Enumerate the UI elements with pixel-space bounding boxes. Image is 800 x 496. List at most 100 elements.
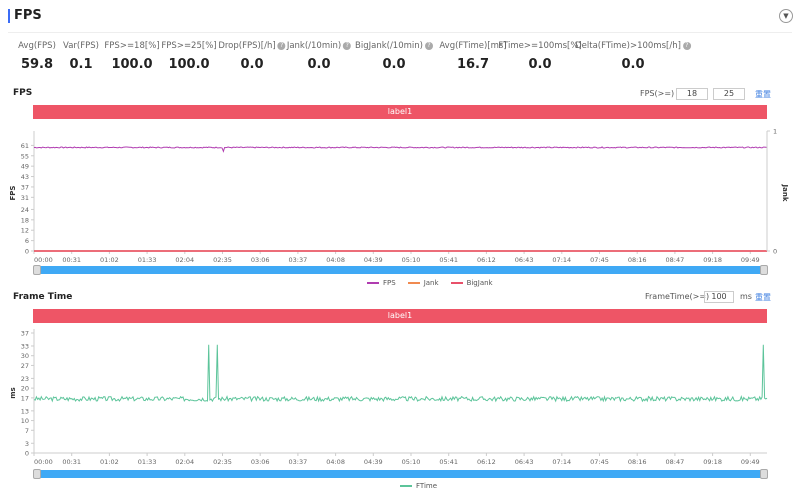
- x-tick-label: 06:12: [477, 256, 496, 264]
- y-tick-label: 27: [21, 362, 29, 370]
- help-icon[interactable]: ?: [682, 42, 691, 50]
- stat-7: Avg(FTime)[ms] 16.7: [439, 41, 506, 72]
- y-tick-label: 3: [25, 440, 29, 448]
- x-tick-label: 03:06: [251, 458, 270, 466]
- x-tick-label: 08:16: [628, 458, 647, 466]
- y-tick-label: 55: [21, 152, 29, 160]
- stat-9: Delta(FTime)>100ms[/h]? 0.0: [575, 41, 691, 72]
- y-tick-label: 6: [25, 237, 29, 245]
- help-icon[interactable]: ?: [424, 42, 433, 50]
- x-tick-label: 09:18: [703, 458, 722, 466]
- x-tick-label: 03:37: [289, 458, 308, 466]
- x-tick-label: 05:41: [439, 458, 458, 466]
- slider-handle-left[interactable]: [33, 469, 41, 479]
- y-tick-label: 43: [21, 173, 29, 181]
- y-tick-label: 61: [21, 142, 29, 150]
- slider-handle-right[interactable]: [760, 265, 768, 275]
- stat-label: Avg(FPS): [18, 41, 56, 51]
- fps-filter-label: FPS(>=): [640, 89, 675, 98]
- y-tick-label: 17: [21, 394, 29, 402]
- x-tick-label: 00:00: [34, 256, 53, 264]
- x-tick-label: 05:41: [439, 256, 458, 264]
- y-tick-label: 0: [25, 248, 29, 256]
- x-tick-label: 02:35: [213, 256, 232, 264]
- legend-ftime[interactable]: FTime: [400, 482, 437, 490]
- y-tick-label: 20: [21, 385, 29, 393]
- stat-2: FPS>=18[%] 100.0: [104, 41, 159, 72]
- ftime-swatch-icon: [400, 485, 412, 487]
- legend-jank[interactable]: Jank: [407, 279, 439, 287]
- x-tick-label: 06:43: [515, 256, 534, 264]
- x-tick-label: 01:02: [100, 458, 119, 466]
- legend-bigjank[interactable]: BigJank: [450, 279, 493, 287]
- stat-value: 0.0: [621, 57, 645, 72]
- y2-tick-label: 1: [773, 128, 777, 136]
- x-tick-label: 06:12: [477, 458, 496, 466]
- x-tick-label: 01:02: [100, 256, 119, 264]
- x-tick-label: 09:49: [741, 458, 760, 466]
- legend-fps[interactable]: FPS: [367, 279, 396, 287]
- jank-swatch-icon: [407, 282, 420, 284]
- stat-value: 0.0: [382, 57, 406, 72]
- frametime-legend: FTime: [400, 482, 437, 490]
- x-tick-label: 08:16: [628, 256, 647, 264]
- stat-label: Delta(FTime)>100ms[/h]?: [575, 41, 691, 51]
- x-tick-label: 05:10: [402, 256, 421, 264]
- page-title: FPS: [14, 8, 42, 23]
- stat-label: FTime>=100ms[%]: [498, 41, 582, 51]
- x-tick-label: 02:35: [213, 458, 232, 466]
- x-tick-label: 04:39: [364, 458, 383, 466]
- stat-label: Jank(/10min)?: [287, 41, 352, 51]
- fps-swatch-icon: [367, 282, 379, 284]
- stat-value: 0.0: [240, 57, 264, 72]
- frametime-reset-button[interactable]: 重置: [755, 293, 771, 302]
- help-icon[interactable]: ?: [343, 42, 352, 50]
- stat-label: Var(FPS): [63, 41, 99, 51]
- y-tick-label: 30: [21, 352, 29, 360]
- y-tick-label: 24: [21, 206, 29, 214]
- x-tick-label: 03:37: [289, 256, 308, 264]
- x-tick-label: 05:10: [402, 458, 421, 466]
- stat-0: Avg(FPS) 59.8: [18, 41, 56, 72]
- stat-8: FTime>=100ms[%] 0.0: [498, 41, 581, 72]
- x-tick-label: 02:04: [175, 458, 194, 466]
- help-icon[interactable]: ?: [277, 42, 286, 50]
- slider-handle-left[interactable]: [33, 265, 41, 275]
- y-tick-label: 37: [21, 183, 29, 191]
- x-tick-label: 08:47: [666, 458, 685, 466]
- x-tick-label: 01:33: [138, 458, 157, 466]
- series-ftime-line: [33, 344, 768, 403]
- x-tick-label: 00:00: [34, 458, 53, 466]
- frametime-threshold-input[interactable]: 100: [704, 291, 734, 303]
- stat-1: Var(FPS) 0.1: [63, 41, 99, 72]
- y-tick-label: 7: [25, 427, 29, 435]
- x-tick-label: 04:08: [326, 256, 345, 264]
- stat-6: BigJank(/10min)? 0.0: [355, 41, 433, 72]
- stat-value: 0.1: [69, 57, 93, 72]
- chevron-down-icon[interactable]: ▼: [779, 9, 793, 23]
- fps-reset-button[interactable]: 重置: [755, 90, 771, 99]
- slider-handle-right[interactable]: [760, 469, 768, 479]
- frametime-unit: ms: [740, 292, 752, 301]
- fps-threshold-input-2[interactable]: 25: [713, 88, 745, 100]
- y-axis-title: ms: [9, 387, 17, 398]
- x-tick-label: 06:43: [515, 458, 534, 466]
- x-tick-label: 04:39: [364, 256, 383, 264]
- x-tick-label: 07:14: [552, 256, 571, 264]
- frametime-zoom-slider[interactable]: [33, 469, 768, 479]
- stat-label: Drop(FPS)[/h]?: [218, 41, 286, 51]
- stat-label: BigJank(/10min)?: [355, 41, 433, 51]
- fps-threshold-input-1[interactable]: 18: [676, 88, 708, 100]
- frametime-section-title: Frame Time: [13, 292, 73, 302]
- x-tick-label: 00:31: [62, 458, 81, 466]
- frametime-filter-label: FrameTime(>=): [645, 292, 710, 301]
- stat-4: Drop(FPS)[/h]? 0.0: [218, 41, 286, 72]
- stat-label: FPS>=18[%]: [104, 41, 160, 51]
- fps-zoom-slider[interactable]: [33, 265, 768, 275]
- x-tick-label: 01:33: [138, 256, 157, 264]
- y-tick-label: 18: [21, 216, 29, 224]
- frametime-label-bar: label1: [33, 309, 767, 323]
- x-tick-label: 04:08: [326, 458, 345, 466]
